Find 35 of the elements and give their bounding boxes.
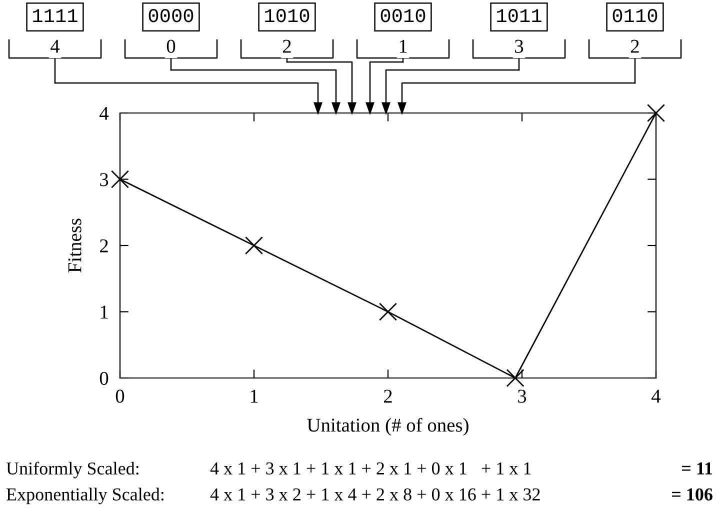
text: 4 (50, 40, 60, 53)
text: Exponentially Scaled: (6, 488, 164, 504)
x-tick-label: 3 (518, 390, 526, 403)
text: 1111 (33, 9, 78, 22)
point (646, 104, 666, 122)
text: 1011 (497, 9, 542, 22)
y-axis-title: Fitness (68, 218, 82, 272)
text: 2 (630, 40, 639, 53)
text: 4 x 1 + 3 x 1 + 1 x 1 + 2 x 1 + 0 x 1 + 1 x 1 (210, 462, 531, 475)
point (110, 170, 130, 188)
text: 1 (400, 40, 407, 53)
x-tick-label: 1 (250, 390, 258, 403)
y-tick-label: 4 (100, 106, 109, 120)
text: 0110 (612, 9, 658, 22)
text: 0010 (380, 9, 426, 22)
x-tick-label: 4 (652, 390, 661, 403)
text: Uniformly Scaled: (6, 462, 138, 478)
text: 2 (282, 40, 291, 53)
x-axis-title: Unitation (# of ones) (307, 418, 468, 436)
x-tick-label: 2 (384, 390, 392, 403)
point (506, 368, 524, 388)
y-tick-label: 0 (100, 372, 108, 385)
point (378, 302, 398, 321)
text: = 11 (682, 462, 712, 474)
text: 0 (166, 40, 176, 53)
x-tick-label: 0 (116, 390, 124, 403)
text: = 106 (672, 488, 712, 501)
y-tick-label: 2 (100, 239, 108, 252)
point (244, 236, 264, 255)
y-tick-label: 1 (100, 306, 108, 318)
y-tick-label: 3 (100, 173, 108, 186)
text: 4 x 1 + 3 x 2 + 1 x 4 + 2 x 8 + 0 x 16 + 1 x 32 (210, 488, 540, 501)
text: 0000 (148, 9, 194, 22)
text: 3 (515, 40, 524, 53)
text: 1010 (265, 9, 310, 22)
